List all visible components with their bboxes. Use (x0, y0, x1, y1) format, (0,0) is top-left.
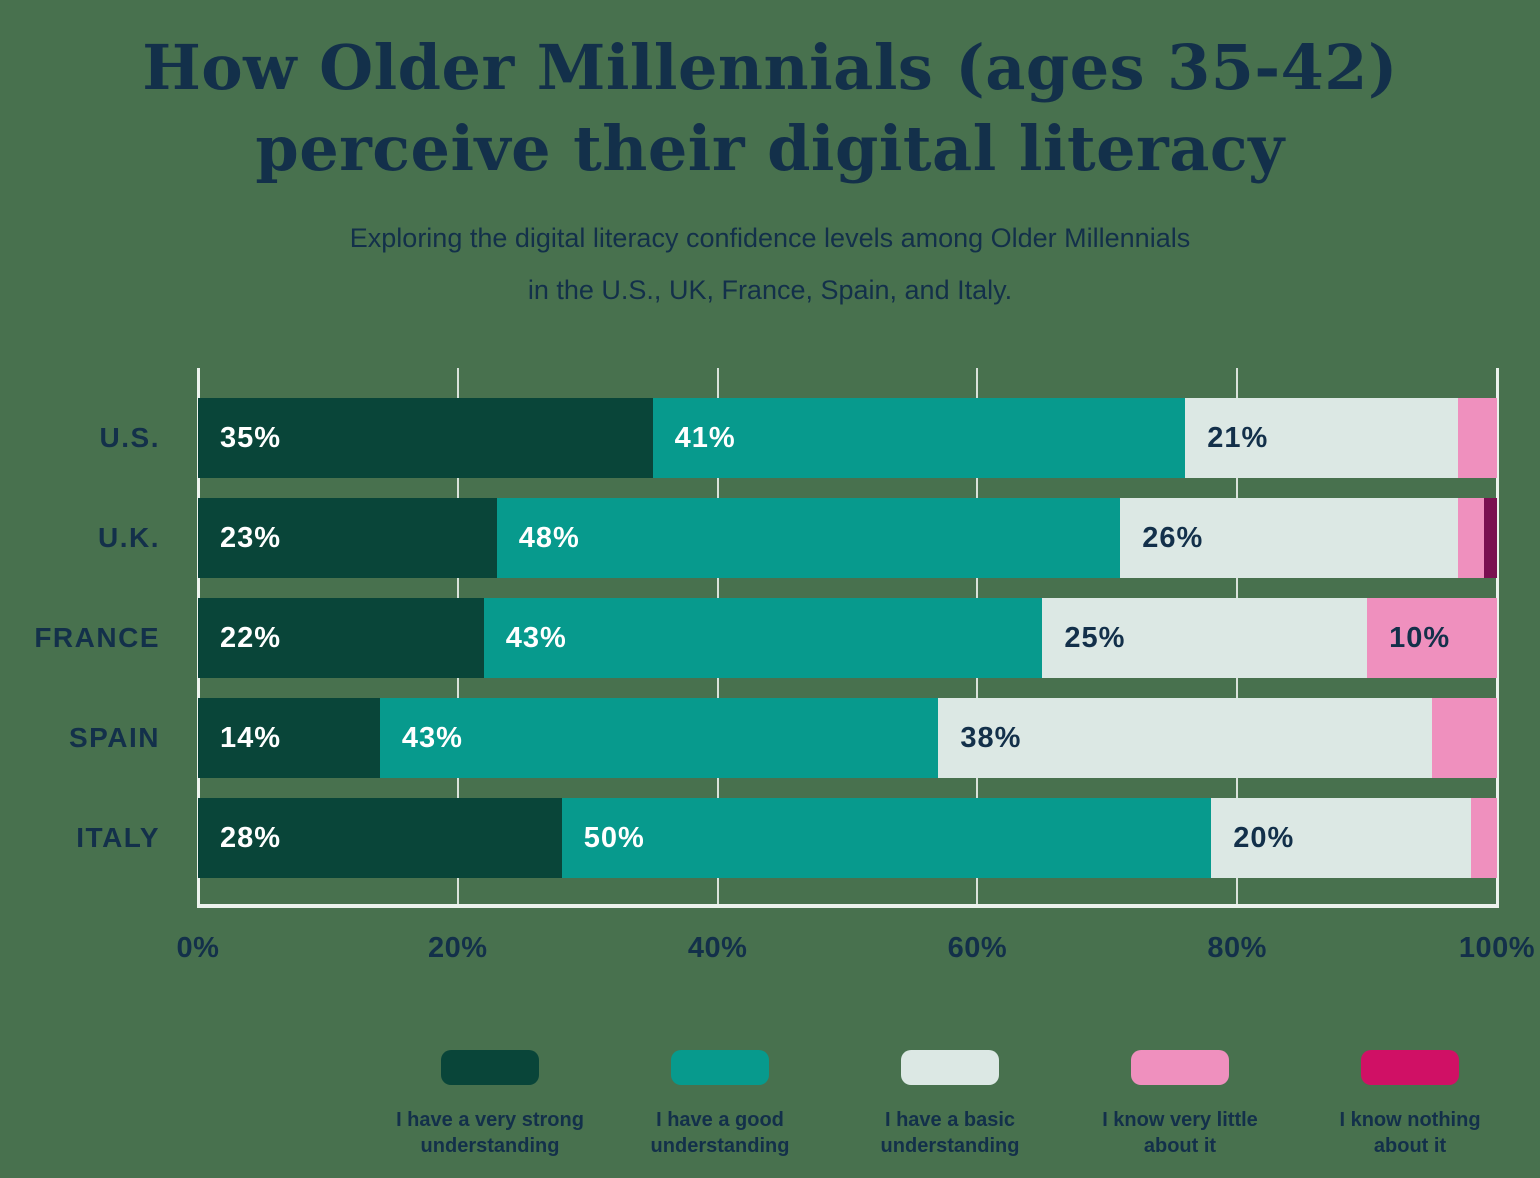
legend-label: I have a very strong understanding (396, 1109, 584, 1157)
category-label: ITALY (76, 822, 160, 853)
bar-value-label: 43% (401, 721, 463, 754)
legend-swatch (1131, 1050, 1229, 1085)
legend-item: I have a basic understanding (835, 1050, 1065, 1159)
category-label: U.S. (99, 422, 160, 453)
plot-area: U.S. 35% 41% 21% U.K. 23% 48% 26% FRANCE 22% 43% 25… (34, 368, 1535, 964)
bar-segment: 35% (198, 398, 653, 478)
bar-value-label: 41% (674, 421, 736, 454)
bar-value-label: 50% (583, 821, 645, 854)
bar-value-label: 28% (220, 821, 282, 854)
bar-segment: 26% (1120, 498, 1459, 578)
legend-label: I know very little about it (1102, 1109, 1258, 1157)
bar-row: 28% 50% 20% (198, 798, 1497, 878)
category-label: SPAIN (69, 722, 160, 753)
bar-row: 14% 43% 38% (198, 698, 1497, 778)
bar-segment: 21% (1185, 398, 1458, 478)
legend-swatch (1361, 1050, 1459, 1085)
bar-segment: 20% (1211, 798, 1472, 878)
bar-value-label: 25% (1064, 621, 1126, 654)
legend: I have a very strong understanding I have… (375, 1050, 1525, 1159)
bar-value-label: 48% (518, 521, 580, 554)
bar-value-label: 22% (220, 621, 282, 654)
chart-title: How Older Millennials (ages 35-42) perce… (142, 31, 1398, 185)
bar-segment (1458, 498, 1484, 578)
legend-label: I know nothing about it (1339, 1109, 1481, 1157)
bar-segment: 38% (938, 698, 1433, 778)
legend-label: I have a basic understanding (880, 1109, 1020, 1157)
x-tick-label: 100% (1458, 932, 1536, 964)
bar-value-label: 14% (220, 721, 282, 754)
x-axis-baseline (198, 904, 1498, 908)
bar-value-label: 10% (1389, 621, 1451, 654)
bar-value-label: 26% (1142, 521, 1204, 554)
bar-value-label: 21% (1207, 421, 1269, 454)
bar-segment: 43% (379, 698, 939, 778)
legend-item: I have a good understanding (605, 1050, 835, 1159)
legend-swatch (671, 1050, 769, 1085)
bar-segment (1471, 798, 1497, 878)
bar-segment: 41% (652, 398, 1186, 478)
bar-value-label: 23% (220, 521, 282, 554)
gridline (1496, 368, 1499, 908)
x-tick-label: 20% (428, 932, 488, 964)
bar-segment (1458, 398, 1497, 478)
legend-swatch (901, 1050, 999, 1085)
bar-segment: 25% (1042, 598, 1368, 678)
bar-segment: 14% (198, 698, 380, 778)
bar-segment: 48% (496, 498, 1121, 578)
x-tick-label: 0% (176, 932, 220, 964)
bar-value-label: 43% (505, 621, 567, 654)
legend-swatch (441, 1050, 539, 1085)
x-tick-label: 60% (947, 932, 1008, 964)
x-tick-label: 40% (687, 932, 748, 964)
bar-value-label: 38% (960, 721, 1022, 754)
bar-row: 22% 43% 25% 10% (198, 598, 1497, 678)
legend-item: I know nothing about it (1295, 1050, 1525, 1159)
bar-segment: 28% (198, 798, 562, 878)
bar-value-label: 20% (1233, 821, 1295, 854)
legend-label: I have a good understanding (650, 1109, 790, 1157)
bar-segment (1483, 498, 1497, 578)
x-tick-label: 80% (1207, 932, 1267, 964)
chart-subtitle: Exploring the digital literacy confidenc… (349, 223, 1191, 305)
bar-segment (1432, 698, 1497, 778)
bar-row: 23% 48% 26% (198, 498, 1497, 578)
bar-segment: 22% (198, 598, 484, 678)
category-label: FRANCE (34, 622, 160, 653)
bar-segment: 43% (483, 598, 1043, 678)
bar-segment: 10% (1367, 598, 1497, 678)
bar-segment: 23% (198, 498, 497, 578)
bar-segment: 50% (561, 798, 1212, 878)
legend-item: I know very little about it (1065, 1050, 1295, 1159)
legend-item: I have a very strong understanding (375, 1050, 605, 1159)
category-label: U.K. (98, 522, 160, 553)
bar-row: 35% 41% 21% (198, 398, 1497, 478)
bar-value-label: 35% (220, 421, 282, 454)
